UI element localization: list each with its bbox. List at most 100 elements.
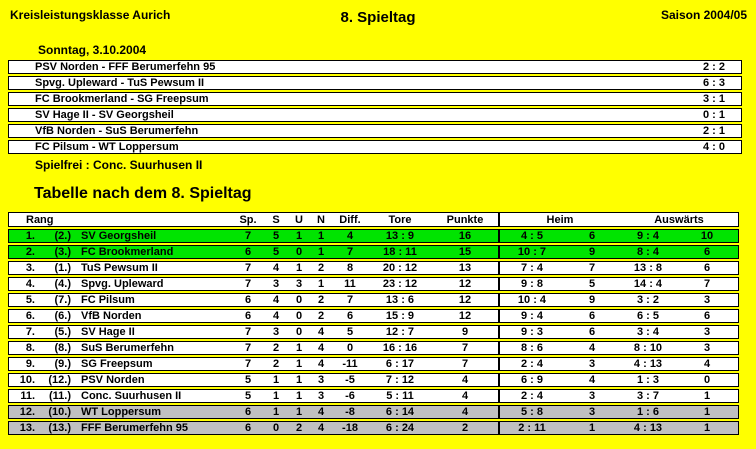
goal-diff-cell: 8 bbox=[346, 262, 354, 274]
losses-cell: 4 bbox=[317, 326, 325, 338]
losses-cell: 4 bbox=[317, 422, 325, 434]
games-cell: 6 bbox=[244, 422, 252, 434]
away-points-cell: 4 bbox=[703, 358, 711, 370]
team-name-cell: Conc. Suurhusen II bbox=[81, 390, 182, 402]
points-cell: 2 bbox=[461, 422, 469, 434]
away-points-cell: 1 bbox=[703, 406, 711, 418]
header-tore: Tore bbox=[388, 213, 412, 226]
home-points-cell: 1 bbox=[588, 422, 596, 434]
away-goals-cell: 8 : 10 bbox=[633, 342, 663, 354]
previous-rank-cell: (3.) bbox=[54, 246, 72, 258]
team-name-cell: VfB Norden bbox=[81, 310, 142, 322]
goal-diff-cell: -5 bbox=[345, 374, 355, 386]
goal-diff-cell: 6 bbox=[346, 310, 354, 322]
games-cell: 7 bbox=[244, 326, 252, 338]
games-cell: 6 bbox=[244, 310, 252, 322]
draws-cell: 1 bbox=[295, 230, 303, 242]
draws-cell: 1 bbox=[295, 390, 303, 402]
points-cell: 4 bbox=[461, 374, 469, 386]
goal-diff-cell: -11 bbox=[342, 358, 358, 370]
match-pairing: FC Pilsum - WT Loppersum bbox=[35, 141, 179, 153]
match-score: 2 : 2 bbox=[702, 61, 725, 73]
losses-cell: 2 bbox=[317, 294, 325, 306]
standings-row: 11. (11.) Conc. Suurhusen II 5 1 1 3 -6 … bbox=[8, 389, 739, 403]
rank-cell: 3. bbox=[25, 262, 35, 274]
points-cell: 12 bbox=[458, 294, 472, 306]
wins-cell: 1 bbox=[272, 374, 280, 386]
match-result-row: PSV Norden - FFF Berumerfehn 95 2 : 2 bbox=[8, 60, 742, 74]
rank-cell: 8. bbox=[25, 342, 35, 354]
points-cell: 4 bbox=[461, 406, 469, 418]
previous-rank-cell: (10.) bbox=[48, 406, 71, 418]
points-cell: 15 bbox=[458, 246, 472, 258]
wins-cell: 5 bbox=[272, 230, 280, 242]
home-goals-cell: 2 : 11 bbox=[498, 422, 564, 434]
goals-cell: 16 : 16 bbox=[382, 342, 418, 354]
standings-table: Rang Sp. S U N Diff. Tore Punkte Heim Au… bbox=[8, 212, 739, 437]
results-list: PSV Norden - FFF Berumerfehn 95 2 : 2 Sp… bbox=[8, 60, 742, 156]
header-heim: Heim bbox=[498, 213, 620, 226]
goals-cell: 13 : 6 bbox=[385, 294, 415, 306]
team-name-cell: TuS Pewsum II bbox=[81, 262, 158, 274]
losses-cell: 2 bbox=[317, 262, 325, 274]
away-goals-cell: 13 : 8 bbox=[633, 262, 663, 274]
standings-title: Tabelle nach dem 8. Spieltag bbox=[34, 185, 252, 202]
draws-cell: 0 bbox=[295, 326, 303, 338]
previous-rank-cell: (11.) bbox=[48, 390, 71, 402]
games-cell: 7 bbox=[244, 230, 252, 242]
team-name-cell: SuS Berumerfehn bbox=[81, 342, 174, 354]
standings-row: 9. (9.) SG Freepsum 7 2 1 4 -11 6 : 17 7… bbox=[8, 357, 739, 371]
wins-cell: 2 bbox=[272, 342, 280, 354]
home-goals-cell: 2 : 4 bbox=[498, 358, 564, 370]
header-differenz: Diff. bbox=[339, 213, 361, 226]
away-goals-cell: 14 : 4 bbox=[633, 278, 663, 290]
goal-diff-cell: -6 bbox=[345, 390, 355, 402]
goals-cell: 6 : 17 bbox=[385, 358, 415, 370]
wins-cell: 5 bbox=[272, 246, 280, 258]
goals-cell: 18 : 11 bbox=[383, 246, 417, 258]
home-points-cell: 4 bbox=[588, 342, 596, 354]
previous-rank-cell: (4.) bbox=[54, 278, 72, 290]
wins-cell: 4 bbox=[272, 294, 280, 306]
away-points-cell: 7 bbox=[703, 278, 711, 290]
wins-cell: 1 bbox=[272, 406, 280, 418]
losses-cell: 1 bbox=[317, 246, 325, 258]
standings-row: 2. (3.) FC Brookmerland 6 5 0 1 7 18 : 1… bbox=[8, 245, 739, 259]
rank-cell: 1. bbox=[25, 230, 35, 242]
draws-cell: 1 bbox=[295, 374, 303, 386]
draws-cell: 1 bbox=[295, 406, 303, 418]
away-points-cell: 3 bbox=[703, 342, 711, 354]
previous-rank-cell: (2.) bbox=[54, 230, 72, 242]
points-cell: 12 bbox=[458, 310, 472, 322]
standings-rows: 1. (2.) SV Georgsheil 7 5 1 1 4 13 : 9 1… bbox=[8, 229, 739, 435]
header-unentschieden: U bbox=[295, 213, 303, 226]
standings-header-row: Rang Sp. S U N Diff. Tore Punkte Heim Au… bbox=[8, 212, 739, 227]
home-goals-cell: 6 : 9 bbox=[498, 374, 564, 386]
standings-row: 1. (2.) SV Georgsheil 7 5 1 1 4 13 : 9 1… bbox=[8, 229, 739, 243]
header-spiele: Sp. bbox=[239, 213, 257, 226]
standings-row: 8. (8.) SuS Berumerfehn 7 2 1 4 0 16 : 1… bbox=[8, 341, 739, 355]
team-name-cell: SV Georgsheil bbox=[81, 230, 157, 242]
games-cell: 7 bbox=[244, 278, 252, 290]
losses-cell: 3 bbox=[317, 374, 325, 386]
away-points-cell: 6 bbox=[703, 246, 711, 258]
previous-rank-cell: (8.) bbox=[54, 342, 72, 354]
rank-cell: 4. bbox=[25, 278, 35, 290]
team-name-cell: Spvg. Upleward bbox=[81, 278, 164, 290]
wins-cell: 3 bbox=[272, 326, 280, 338]
match-score: 2 : 1 bbox=[702, 125, 725, 137]
games-cell: 6 bbox=[244, 294, 252, 306]
previous-rank-cell: (12.) bbox=[48, 374, 71, 386]
away-points-cell: 0 bbox=[703, 374, 711, 386]
games-cell: 6 bbox=[244, 406, 252, 418]
home-goals-cell: 2 : 4 bbox=[498, 390, 564, 402]
points-cell: 12 bbox=[458, 278, 472, 290]
rank-cell: 2. bbox=[25, 246, 35, 258]
home-points-cell: 4 bbox=[588, 374, 596, 386]
away-points-cell: 6 bbox=[703, 310, 711, 322]
draws-cell: 3 bbox=[295, 278, 303, 290]
match-score: 0 : 1 bbox=[702, 109, 725, 121]
goals-cell: 7 : 12 bbox=[385, 374, 415, 386]
previous-rank-cell: (6.) bbox=[54, 310, 72, 322]
previous-rank-cell: (5.) bbox=[54, 326, 72, 338]
